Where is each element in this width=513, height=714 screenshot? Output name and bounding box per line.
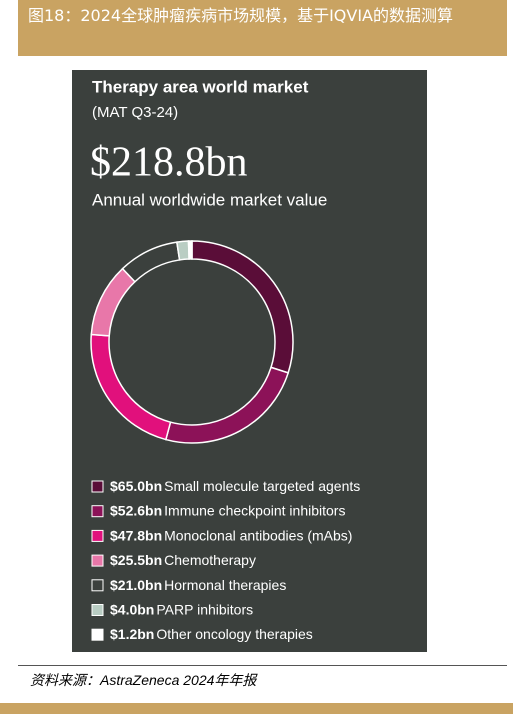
legend-entry: $25.5bn Chemotherapy: [110, 552, 256, 568]
legend-entry: $65.0bn Small molecule targeted agents: [110, 478, 360, 494]
donut-segment: [121, 241, 181, 283]
legend-swatch: [91, 554, 104, 567]
donut-segment: [187, 240, 193, 260]
legend-label: Chemotherapy: [164, 552, 256, 568]
chart-panel: [72, 70, 427, 652]
legend-label: Hormonal therapies: [164, 577, 286, 593]
headline: $218.8bn: [90, 140, 248, 186]
legend-swatch: [91, 579, 104, 592]
legend-swatch: [91, 480, 104, 493]
legend-label: PARP inhibitors: [156, 601, 253, 617]
value-label: $52.6bn: [110, 502, 162, 518]
donut-segment: [164, 366, 290, 444]
value-label: $25.5bn: [110, 552, 162, 568]
value-label: $1.2bn: [110, 626, 154, 642]
chart-subtitle: (MAT Q3-24): [92, 104, 178, 121]
donut-segment: [191, 240, 294, 374]
header-bar: 图18：2024全球肿瘤疾病市场规模，基于IQVIA的数据测算: [18, 0, 507, 56]
legend-swatch: [91, 529, 104, 542]
source: 资料来源：AstraZeneca 2024年年报: [30, 672, 257, 688]
legend-entry: $47.8bn Monoclonal antibodies (mAbs): [110, 527, 352, 543]
legend-label: Immune checkpoint inhibitors: [164, 502, 345, 518]
legend-swatch: [91, 604, 104, 616]
donut-segment: [176, 240, 190, 261]
legend-entry: $1.2bn Other oncology therapies: [110, 626, 313, 642]
legend-swatch: [91, 628, 104, 641]
donut-segment: [90, 333, 172, 441]
legend-label: Monoclonal antibodies (mAbs): [164, 527, 352, 543]
legend-entry: $4.0bn PARP inhibitors: [110, 601, 253, 617]
donut-segment: [90, 267, 136, 337]
value-label: $4.0bn: [110, 601, 154, 617]
value-label: $47.8bn: [110, 527, 162, 543]
value-label: $65.0bn: [110, 478, 162, 494]
legend-label: Other oncology therapies: [156, 626, 312, 642]
chart-title: Therapy area world market: [92, 77, 309, 96]
rule: [18, 665, 507, 666]
legend-swatch: [91, 505, 104, 518]
footer-bar: [0, 703, 513, 714]
legend-entry: $52.6bn Immune checkpoint inhibitors: [110, 502, 345, 518]
headline-caption: Annual worldwide market value: [92, 190, 327, 209]
legend-entry: $21.0bn Hormonal therapies: [110, 577, 286, 593]
legend-label: Small molecule targeted agents: [164, 478, 360, 494]
figure-title: 图18：2024全球肿瘤疾病市场规模，基于IQVIA的数据测算: [28, 6, 454, 25]
value-label: $21.0bn: [110, 577, 162, 593]
